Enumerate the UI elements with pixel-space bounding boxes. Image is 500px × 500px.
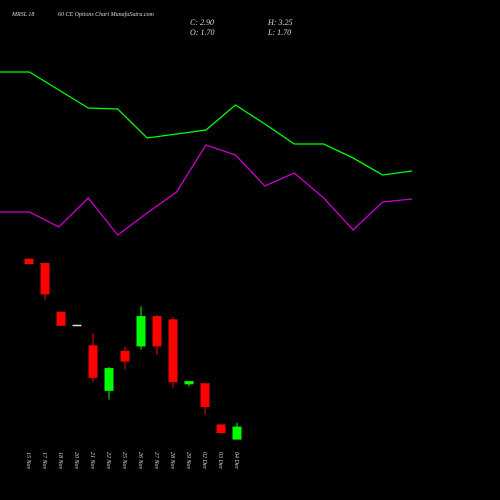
x-tick-label: 28 Nov [169,452,175,470]
x-tick-label: 20 Nov [73,452,79,470]
candle-body [216,424,226,434]
x-tick-label: 22 Nov [105,452,111,470]
candle-body [40,263,50,295]
x-tick-label: 04 Dec [233,452,240,469]
ohlc-label: L: 1.70 [267,28,291,37]
candle-body [200,383,210,408]
candle-body [152,316,162,347]
candle-body [120,350,130,362]
candle-body [136,316,146,347]
x-tick-label: 02 Dec [201,452,207,469]
x-tick-label: 27 Nov [153,452,159,470]
candle-body [88,345,98,378]
indicator-line [0,71,413,176]
x-tick-label: 29 Nov [185,452,191,470]
candle-body [104,368,114,391]
chart-title: MRSL 18 [11,12,34,18]
chart-subtitle: 60 CE Options Chart MunafaSutra.com [58,11,155,18]
ohlc-label: O: 1.70 [190,28,214,37]
candle-body [72,324,82,327]
indicator-line [0,144,413,236]
x-tick-label: 21 Nov [89,452,95,470]
candle-body [56,311,66,326]
candle-body [232,426,242,440]
x-tick-label: 25 Nov [121,452,127,470]
ohlc-label: H: 3.25 [267,18,292,27]
candle-body [184,381,194,385]
candle-body [168,319,178,383]
x-tick-label: 17 Nov [41,452,47,470]
x-tick-label: 03 Dec [217,452,223,469]
x-tick-label: 26 Nov [137,452,143,470]
ohlc-label: C: 2.90 [190,18,214,27]
x-tick-label: 15 Nov [25,452,31,470]
candle-body [24,258,34,265]
x-tick-label: 18 Nov [57,452,63,470]
